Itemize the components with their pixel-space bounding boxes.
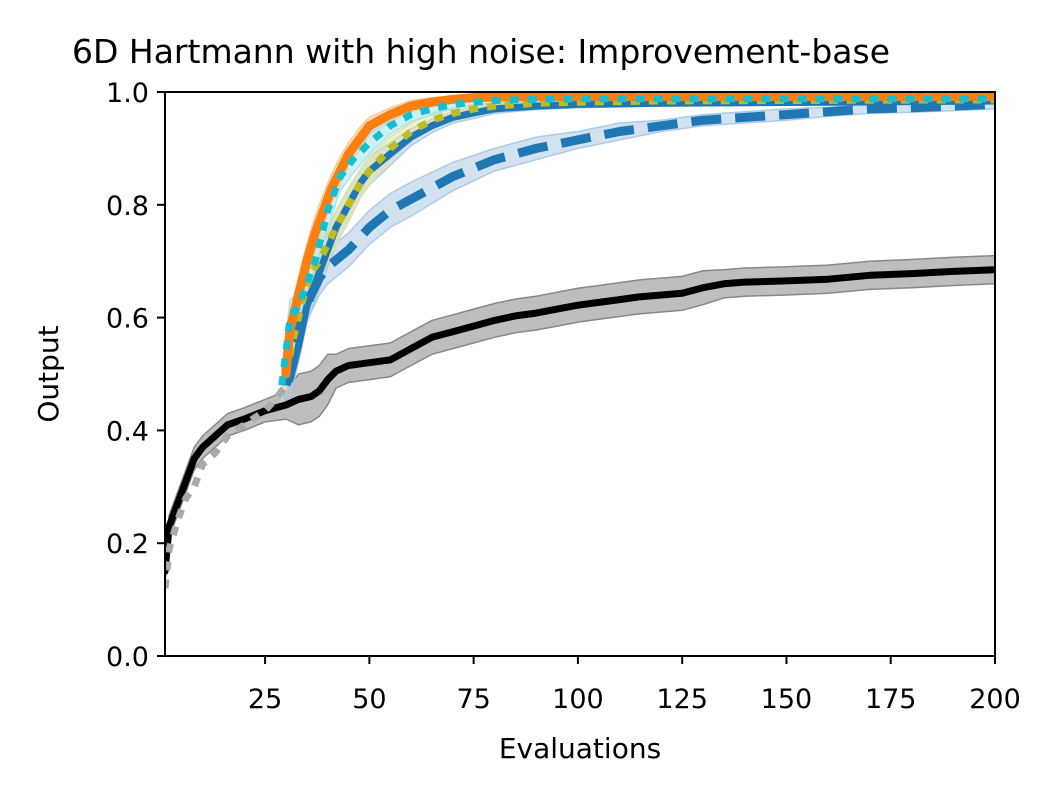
plot-frame xyxy=(164,91,996,657)
x-axis-label: Evaluations xyxy=(499,732,661,765)
series-line-orange-solid xyxy=(281,92,995,379)
y-tick-label: 0.8 xyxy=(106,191,149,222)
series-line-olive-dotted xyxy=(282,96,995,375)
x-tick-label: 75 xyxy=(456,684,490,715)
chart-title: 6D Hartmann with high noise: Improvement… xyxy=(72,32,890,71)
x-axis-ticks: 25 50 75 100 125 150 175 200 xyxy=(248,656,1021,715)
x-tick-label: 25 xyxy=(248,684,282,715)
series-line-random-baseline-solid xyxy=(165,266,995,575)
y-tick-label: 0.0 xyxy=(106,642,149,673)
band-olive-dotted xyxy=(285,96,995,392)
series-line-baseline-gray-dotted xyxy=(165,383,289,589)
y-tick-label: 1.0 xyxy=(106,78,149,109)
y-axis-label: Output xyxy=(32,325,65,422)
x-tick-label: 100 xyxy=(552,684,604,715)
band-random-baseline-solid xyxy=(165,254,995,583)
x-tick-label: 200 xyxy=(969,684,1021,715)
series-lines xyxy=(165,92,995,589)
y-axis-ticks: 0.0 0.2 0.4 0.6 0.8 1.0 xyxy=(106,78,165,673)
series-line-cyan-dotted xyxy=(278,95,995,386)
x-tick-label: 175 xyxy=(865,684,917,715)
y-tick-label: 0.6 xyxy=(106,304,149,335)
x-tick-label: 150 xyxy=(761,684,813,715)
y-tick-label: 0.4 xyxy=(106,416,149,447)
x-tick-label: 50 xyxy=(352,684,386,715)
y-tick-label: 0.2 xyxy=(106,529,149,560)
x-tick-label: 125 xyxy=(656,684,708,715)
